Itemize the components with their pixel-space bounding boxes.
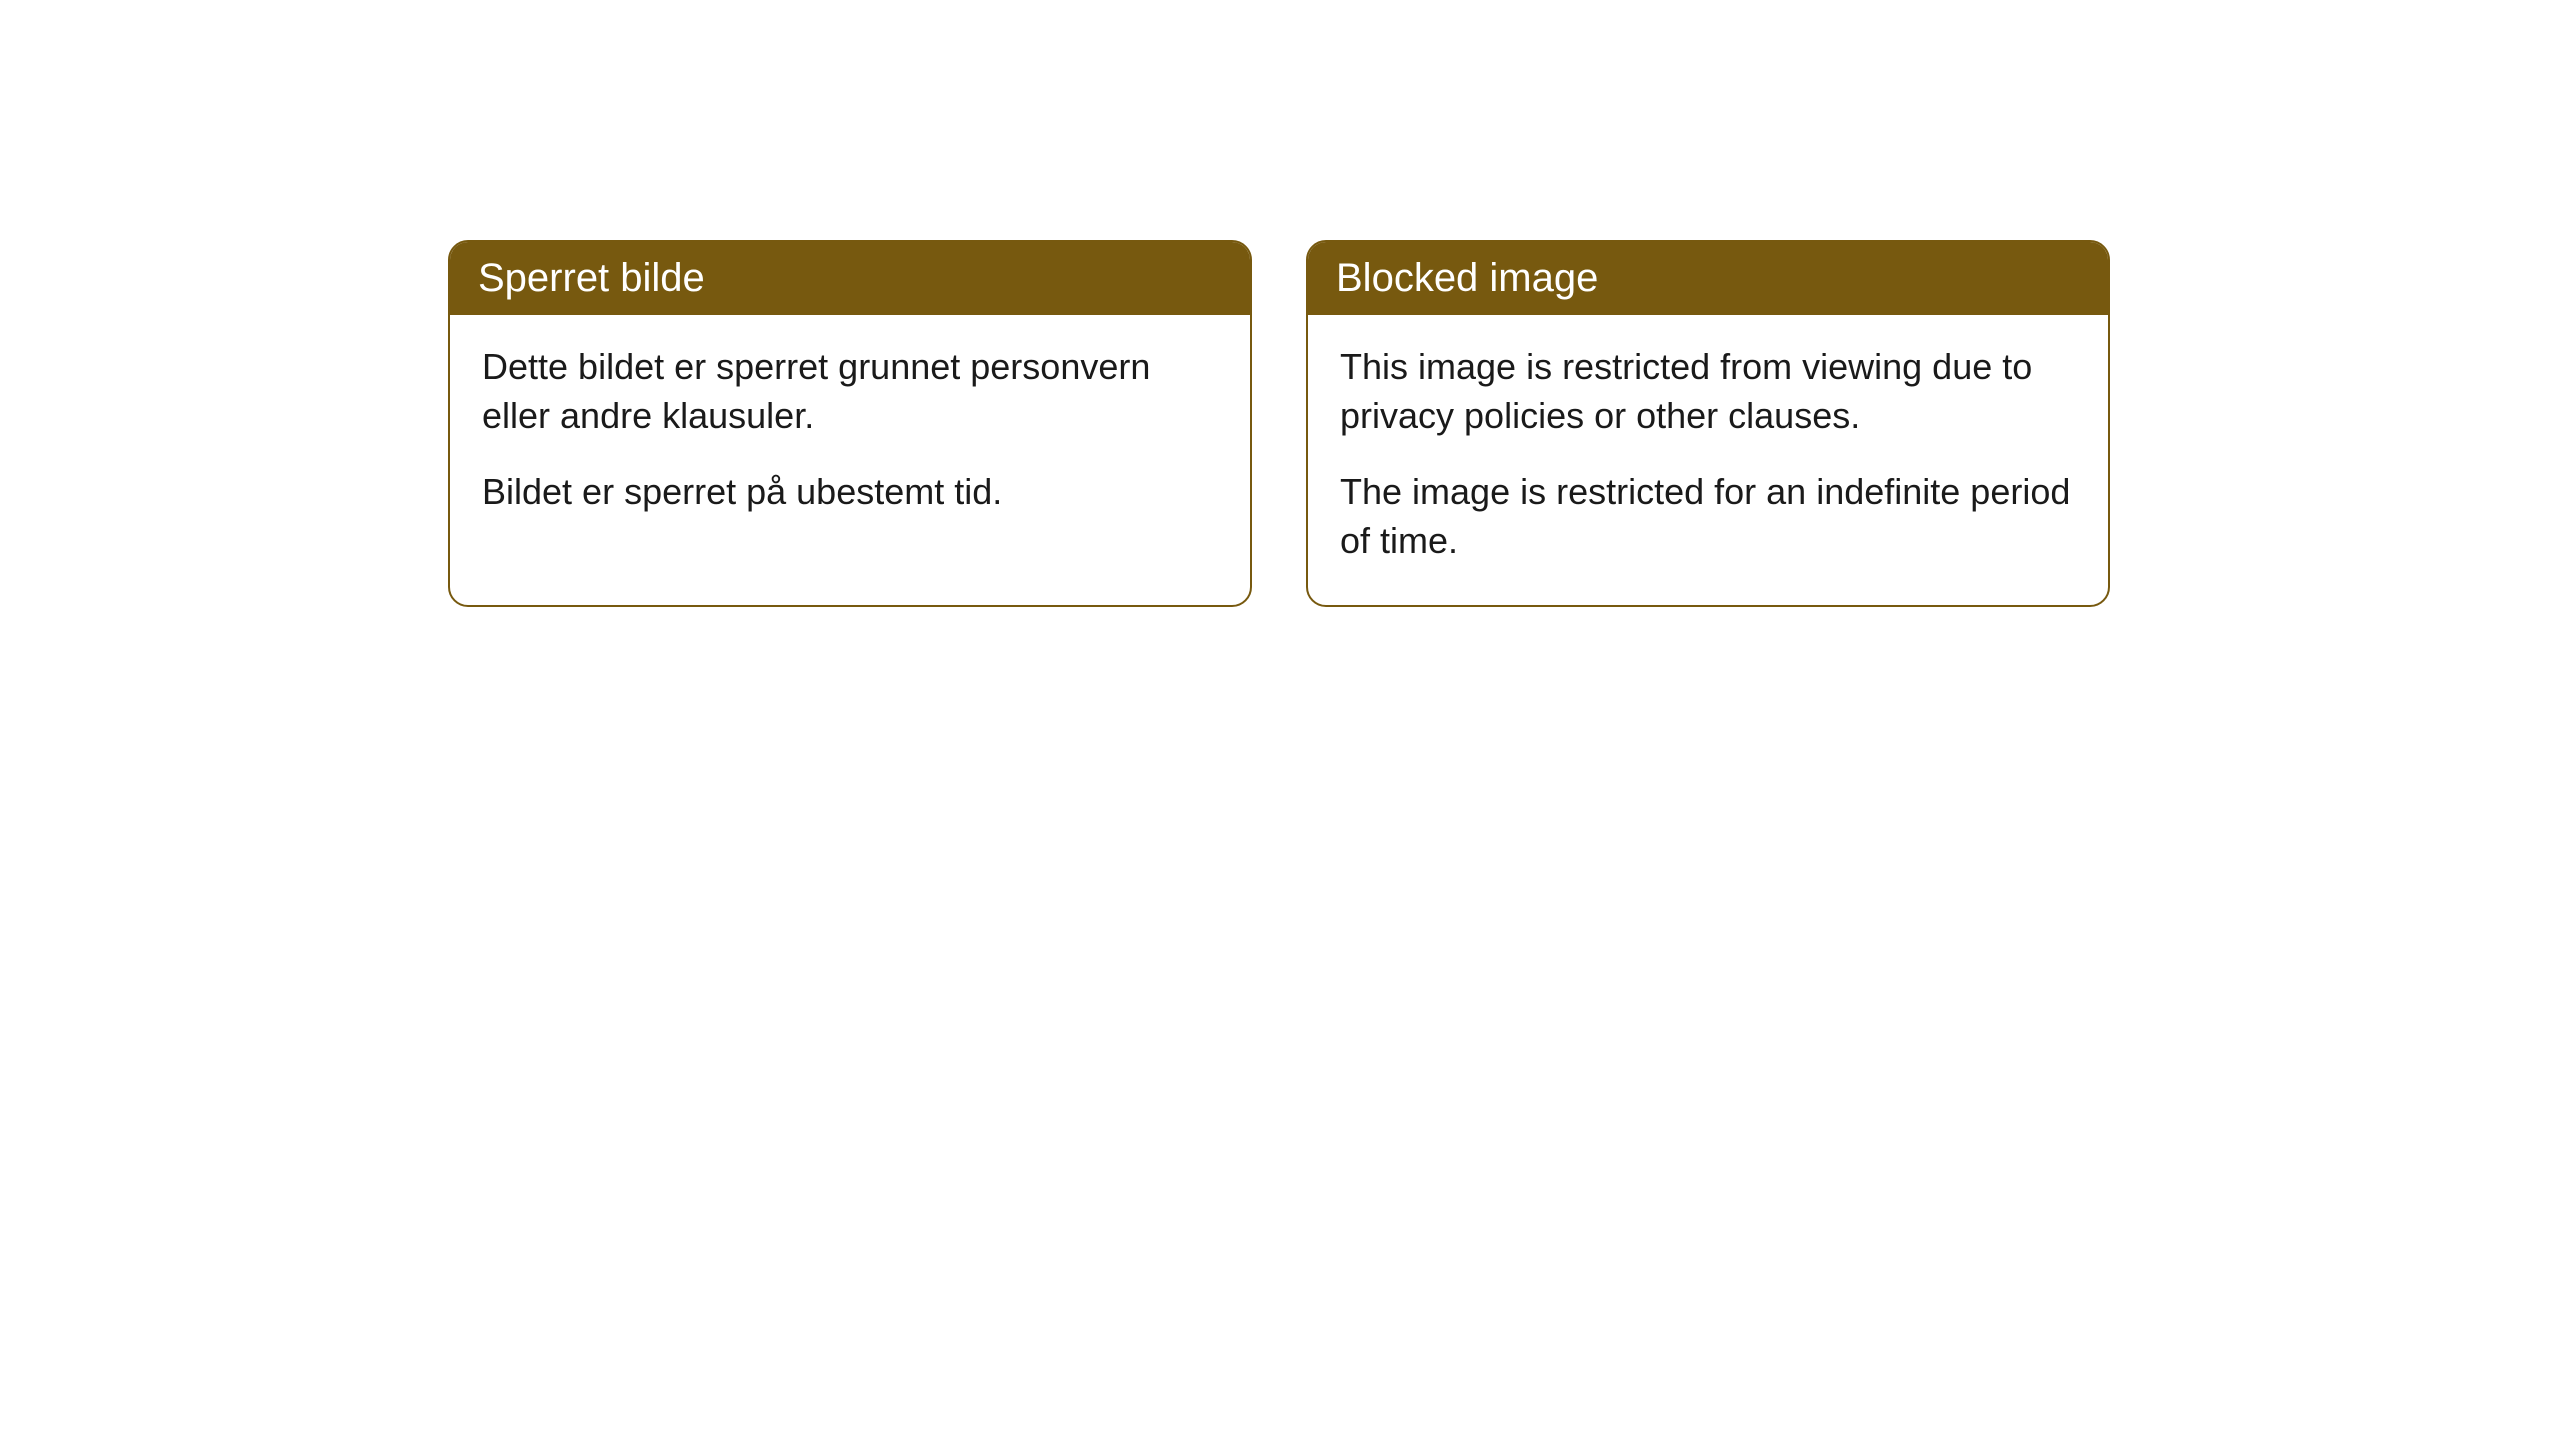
notice-header: Sperret bilde	[450, 242, 1250, 315]
notice-body: This image is restricted from viewing du…	[1308, 315, 2108, 605]
notice-header: Blocked image	[1308, 242, 2108, 315]
notice-paragraph: The image is restricted for an indefinit…	[1340, 468, 2076, 565]
notice-paragraph: Bildet er sperret på ubestemt tid.	[482, 468, 1218, 517]
notice-card-english: Blocked image This image is restricted f…	[1306, 240, 2110, 607]
notice-paragraph: This image is restricted from viewing du…	[1340, 343, 2076, 440]
notice-card-norwegian: Sperret bilde Dette bildet er sperret gr…	[448, 240, 1252, 607]
blocked-image-notices: Sperret bilde Dette bildet er sperret gr…	[448, 240, 2110, 607]
notice-paragraph: Dette bildet er sperret grunnet personve…	[482, 343, 1218, 440]
notice-title: Blocked image	[1336, 256, 1598, 300]
notice-body: Dette bildet er sperret grunnet personve…	[450, 315, 1250, 557]
notice-title: Sperret bilde	[478, 256, 705, 300]
